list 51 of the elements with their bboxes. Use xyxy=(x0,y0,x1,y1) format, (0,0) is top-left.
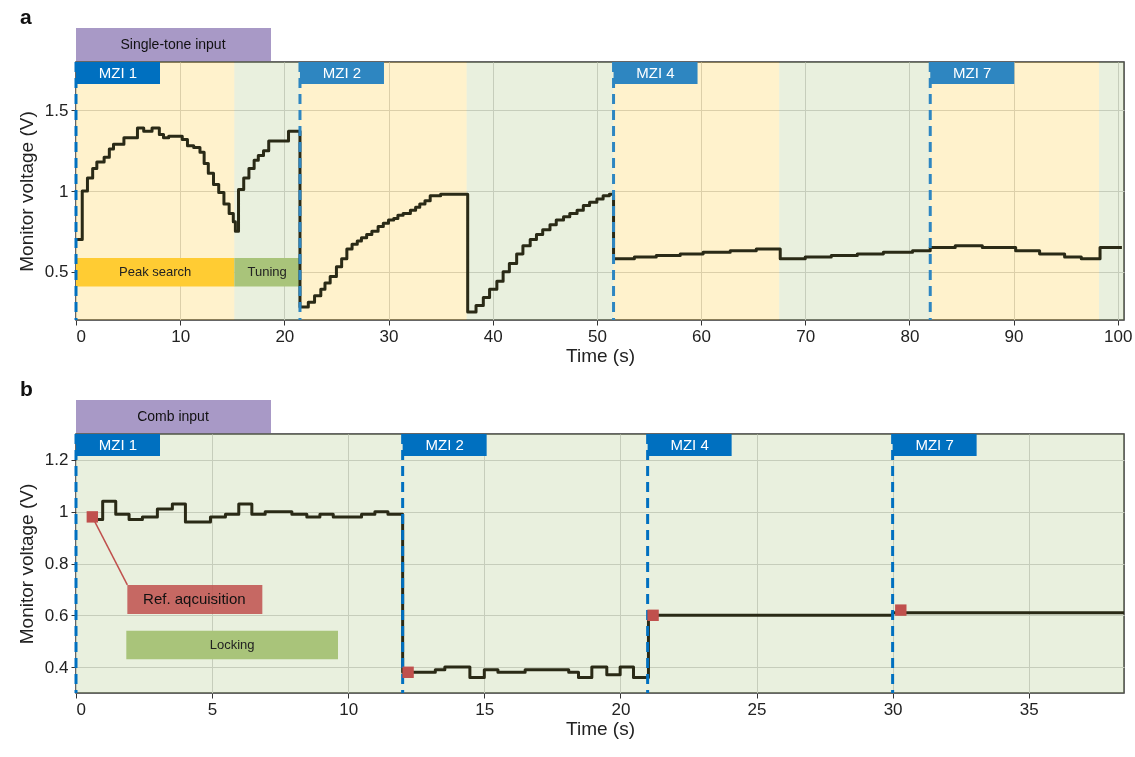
x-tick-label: 10 xyxy=(339,699,359,719)
ref-line-label: MZI 4 xyxy=(636,64,675,81)
point xyxy=(647,609,659,621)
x-tick-label: 5 xyxy=(207,699,218,719)
ref-line-label: MZI 7 xyxy=(953,64,992,81)
x-tick-label: 100 xyxy=(1104,326,1133,346)
band-label: Tuning xyxy=(247,264,287,280)
x-tick-label: 50 xyxy=(587,326,607,346)
x-tick-label: 20 xyxy=(611,699,631,719)
point xyxy=(895,604,907,616)
x-tick-label: 15 xyxy=(475,699,495,719)
point xyxy=(86,511,99,523)
x-tick-label: 0 xyxy=(76,326,86,346)
point xyxy=(402,666,414,678)
x-tick-label: 90 xyxy=(1004,326,1024,346)
y-tick-label: 1.2 xyxy=(44,450,69,470)
band-label: Locking xyxy=(209,637,255,653)
x-axis-title: Time (s) xyxy=(566,717,635,739)
y-tick-label: 1 xyxy=(59,502,69,522)
chart-title: a xyxy=(20,5,32,28)
y-tick-label: 0.8 xyxy=(44,554,69,573)
y-tick-label: 1.5 xyxy=(44,100,69,120)
ref-line-label: MZI 7 xyxy=(915,436,954,453)
x-tick-label: 20 xyxy=(275,326,295,346)
ref-line-label: MZI 4 xyxy=(670,436,709,453)
y-axis-title: Monitor voltage (V) xyxy=(15,483,37,645)
x-tick-label: 80 xyxy=(900,326,920,346)
x-tick-label: 10 xyxy=(171,326,191,346)
y-tick-label: 0.6 xyxy=(44,605,69,625)
ref-line-label: MZI 2 xyxy=(425,436,464,453)
x-tick-label: 25 xyxy=(747,699,767,719)
x-tick-label: 35 xyxy=(1019,699,1039,719)
ref-line-label: MZI 2 xyxy=(322,64,362,81)
text: Comb input xyxy=(137,408,209,424)
y-tick-label: 0.4 xyxy=(44,657,69,677)
x-tick-label: 30 xyxy=(379,326,399,346)
x-tick-label: 0 xyxy=(76,699,86,719)
y-axis-title: Monitor voltage (V) xyxy=(15,111,37,272)
text: Ref. aqcuisition xyxy=(143,589,246,607)
y-tick-label: 0.5 xyxy=(44,262,69,282)
y-tick-label: 1 xyxy=(59,181,69,201)
x-tick-label: 30 xyxy=(883,699,903,719)
x-tick-label: 60 xyxy=(692,326,712,346)
band-label: Peak search xyxy=(119,264,192,280)
x-tick-label: 40 xyxy=(483,326,503,346)
x-axis-title: Time (s) xyxy=(566,344,635,366)
x-tick-label: 70 xyxy=(796,326,816,346)
text: Single-tone input xyxy=(120,36,226,52)
ref-line-label: MZI 1 xyxy=(98,436,138,453)
chart-title: b xyxy=(20,377,33,400)
ref-line-label: MZI 1 xyxy=(98,64,138,81)
